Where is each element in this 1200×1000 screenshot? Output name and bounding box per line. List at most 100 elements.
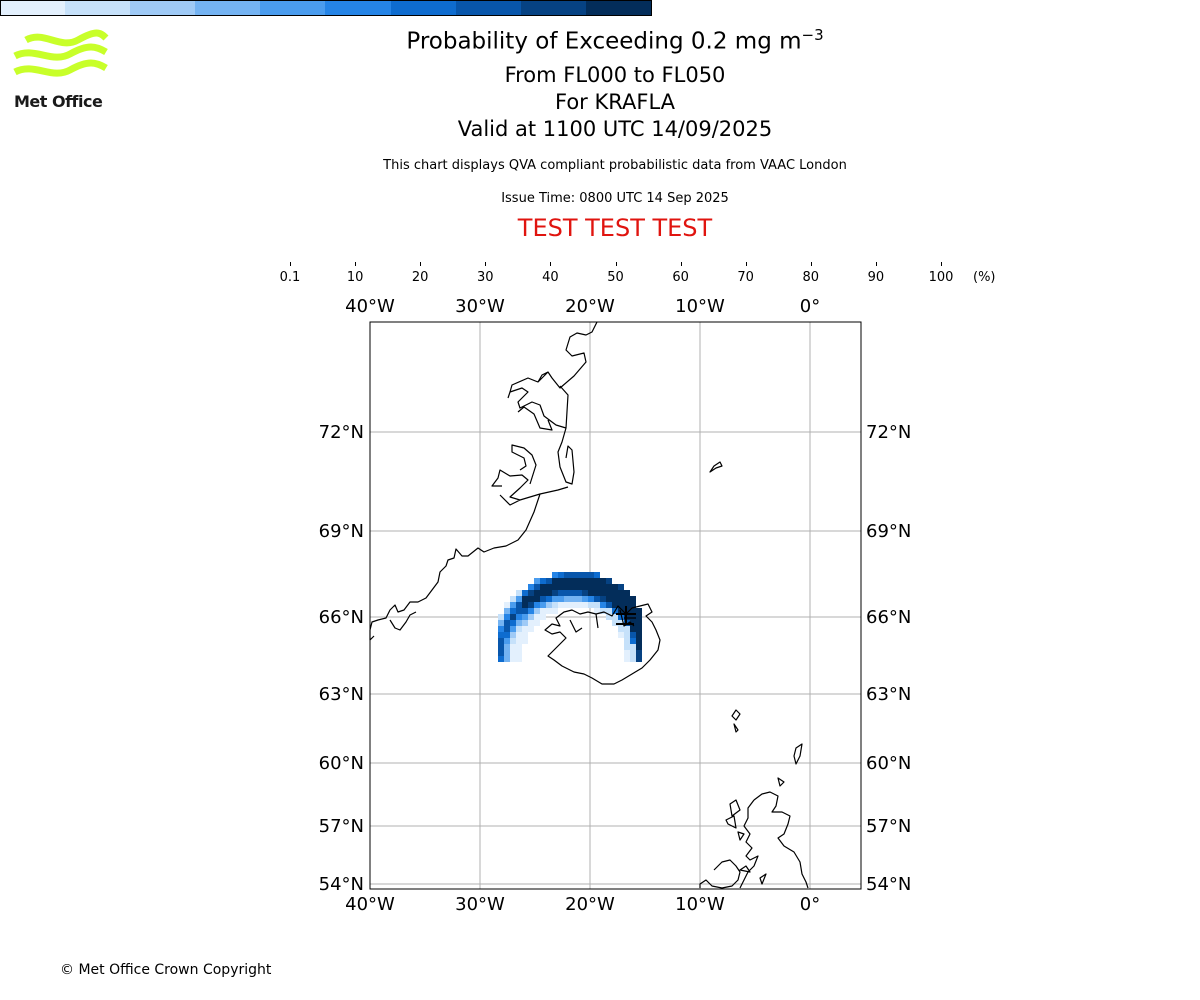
ash-probability-cell [594, 584, 600, 590]
ash-probability-cell [630, 596, 636, 602]
bottom-longitude-label: 10°W [675, 894, 725, 915]
ash-probability-cell [582, 596, 588, 602]
ash-probability-cell [498, 614, 504, 620]
orkney-coastline [777, 777, 785, 787]
ash-probability-cell [534, 584, 540, 590]
volcano-marker [616, 606, 636, 625]
right-latitude-label: 60°N [866, 753, 911, 774]
colorbar-tick-label: 10 [346, 270, 364, 285]
ash-probability-cell [618, 590, 624, 596]
ash-probability-cell [570, 584, 576, 590]
ash-probability-cell [600, 584, 606, 590]
met-office-logo-icon [13, 29, 109, 77]
colorbar-segment [520, 1, 586, 15]
ash-probability-cell [504, 656, 510, 662]
top-longitude-label: 20°W [565, 296, 615, 317]
ash-probability-cell [564, 578, 570, 584]
right-latitude-label: 63°N [866, 684, 911, 705]
ash-probability-cell [552, 572, 558, 578]
coastlines [369, 321, 809, 889]
ash-probability-cell [624, 590, 630, 596]
colorbar-segment [130, 1, 196, 15]
ash-probability-cell [588, 584, 594, 590]
ash-probability-cell [588, 602, 594, 608]
ash-probability-cell [534, 578, 540, 584]
ash-probability-cell [504, 626, 510, 632]
ash-probability-cell [594, 602, 600, 608]
right-latitude-label: 57°N [866, 816, 911, 837]
logo-waves [13, 29, 109, 77]
ash-probability-cell [600, 602, 606, 608]
colorbar-tick [745, 262, 747, 266]
ash-probability-cell [558, 596, 564, 602]
ash-probability-cell [636, 638, 642, 644]
ash-probability-cell [618, 614, 624, 620]
ash-probability-cell [522, 620, 528, 626]
ash-probability-cell [624, 596, 630, 602]
colorbar-unit: (%) [973, 270, 996, 285]
ash-probability-cell [594, 596, 600, 602]
colorbar-tick-label: 0.1 [279, 270, 301, 285]
colorbar-tick-label: 20 [411, 270, 429, 285]
ash-probability-cell [522, 590, 528, 596]
faroe-islands-coastline [731, 709, 741, 733]
top-longitude-label: 40°W [345, 296, 395, 317]
test-banner: TEST TEST TEST [517, 214, 713, 242]
ash-probability-cell [534, 590, 540, 596]
ash-probability-cell [630, 614, 636, 620]
ash-probability-cell [606, 590, 612, 596]
left-latitude-label: 66°N [319, 607, 364, 628]
ash-probability-cell [600, 578, 606, 584]
ash-probability-cell [528, 620, 534, 626]
ash-probability-cell [534, 614, 540, 620]
ash-probability-cell [516, 590, 522, 596]
colorbar-tick-label: 90 [867, 270, 885, 285]
ash-probability-cell [516, 644, 522, 650]
ash-probability-cell [624, 632, 630, 638]
ash-probability-cell [624, 656, 630, 662]
ash-probability-cell [546, 602, 552, 608]
greenland-coastline [369, 321, 598, 641]
ash-probability-cell [516, 602, 522, 608]
ash-probability-cell [534, 608, 540, 614]
ash-probability-cell [612, 596, 618, 602]
logo-text: Met Office [14, 92, 103, 111]
ash-probability-cell [636, 608, 642, 614]
ash-probability-cell [576, 596, 582, 602]
ash-probability-cell [546, 608, 552, 614]
ash-probability-cell [564, 584, 570, 590]
axis-labels: 40°W 40°W 30°W 30°W 20°W 20°W 10°W 10°W 0° 0° 72°N… [319, 296, 912, 915]
ash-probability-cell [576, 590, 582, 596]
issue-time-text: Issue Time: 0800 UTC 14 Sep 2025 [501, 191, 729, 206]
ash-probability-field [498, 572, 642, 662]
ash-probability-cell [630, 638, 636, 644]
colorbar-tick-label: 80 [802, 270, 820, 285]
ash-probability-cell [516, 614, 522, 620]
uk-coastline [725, 791, 809, 889]
ash-probability-cell [528, 626, 534, 632]
colorbar-tick [485, 262, 487, 266]
ash-probability-cell [606, 608, 612, 614]
ash-probability-cell [516, 632, 522, 638]
disclaimer-text: This chart displays QVA compliant probab… [383, 158, 847, 173]
ash-probability-cell [588, 596, 594, 602]
ash-probability-cell [606, 596, 612, 602]
ash-probability-cell [522, 638, 528, 644]
ash-probability-cell [576, 572, 582, 578]
ash-probability-cell [510, 656, 516, 662]
colorbar-tick [941, 262, 942, 266]
ash-probability-cell [636, 626, 642, 632]
ash-probability-cell [630, 650, 636, 656]
ash-probability-cell [504, 608, 510, 614]
ash-probability-cell [570, 578, 576, 584]
ash-probability-cell [618, 608, 624, 614]
ash-probability-cell [510, 644, 516, 650]
colorbar [0, 0, 652, 16]
ash-probability-cell [504, 632, 510, 638]
ash-probability-cell [612, 602, 618, 608]
ash-probability-cell [612, 614, 618, 620]
ash-probability-cell [636, 632, 642, 638]
ash-probability-cell [528, 614, 534, 620]
ash-probability-cell [576, 578, 582, 584]
